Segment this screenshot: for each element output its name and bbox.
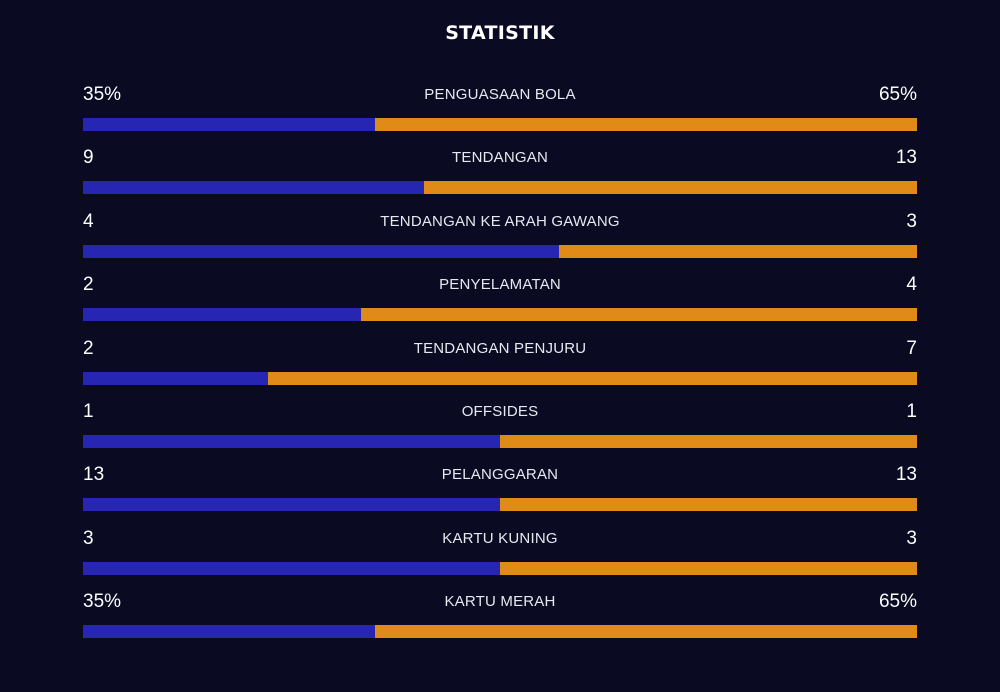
comparison-bar [83, 245, 917, 258]
home-bar [83, 181, 425, 194]
away-value: 3 [906, 211, 917, 232]
stat-row-shots-on-target: 4 TENDANGAN KE ARAH GAWANG 3 [83, 210, 917, 270]
home-bar [83, 245, 560, 258]
comparison-bar [83, 372, 917, 385]
home-bar [83, 562, 500, 575]
comparison-bar [83, 435, 917, 448]
home-bar [83, 435, 500, 448]
away-value: 13 [895, 147, 917, 168]
away-value: 1 [906, 401, 917, 422]
stat-row-saves: 2 PENYELAMATAN 4 [83, 273, 917, 333]
home-value: 35% [83, 591, 122, 612]
stat-row-corners: 2 TENDANGAN PENJURU 7 [83, 337, 917, 397]
stat-label: TENDANGAN [452, 149, 548, 166]
home-bar [83, 372, 269, 385]
home-value: 13 [83, 464, 105, 485]
away-value: 13 [895, 464, 917, 485]
stat-row-possession: 35% PENGUASAAN BOLA 65% [83, 83, 917, 143]
home-bar [83, 308, 361, 321]
away-value: 65% [878, 84, 917, 105]
home-value: 35% [83, 84, 122, 105]
home-value: 4 [83, 211, 94, 232]
stat-row-yellow-cards: 3 KARTU KUNING 3 [83, 527, 917, 587]
home-value: 1 [83, 401, 94, 422]
stat-label: TENDANGAN PENJURU [413, 340, 587, 357]
comparison-bar [83, 498, 917, 511]
away-value: 4 [906, 274, 917, 295]
home-value: 9 [83, 147, 94, 168]
stat-row-fouls: 13 PELANGGARAN 13 [83, 463, 917, 523]
home-bar [83, 118, 375, 131]
stat-row-red-cards: 35% KARTU MERAH 65% [83, 590, 917, 650]
comparison-bar [83, 118, 917, 131]
away-value: 7 [906, 338, 917, 359]
comparison-bar [83, 562, 917, 575]
stat-label: PENGUASAAN BOLA [424, 86, 576, 103]
stat-label: KARTU MERAH [444, 593, 556, 610]
home-bar [83, 498, 500, 511]
stat-row-offsides: 1 OFFSIDES 1 [83, 400, 917, 460]
stat-label: PELANGGARAN [441, 466, 559, 483]
stat-label: KARTU KUNING [442, 530, 558, 547]
comparison-bar [83, 181, 917, 194]
home-value: 3 [83, 528, 94, 549]
stat-row-shots: 9 TENDANGAN 13 [83, 146, 917, 206]
stat-label: PENYELAMATAN [439, 276, 561, 293]
stat-label: OFFSIDES [461, 403, 539, 420]
home-value: 2 [83, 274, 94, 295]
home-value: 2 [83, 338, 94, 359]
away-value: 65% [878, 591, 917, 612]
away-value: 3 [906, 528, 917, 549]
home-bar [83, 625, 375, 638]
page-title: STATISTIK [445, 22, 555, 44]
stat-label: TENDANGAN KE ARAH GAWANG [380, 213, 620, 230]
comparison-bar [83, 625, 917, 638]
comparison-bar [83, 308, 917, 321]
